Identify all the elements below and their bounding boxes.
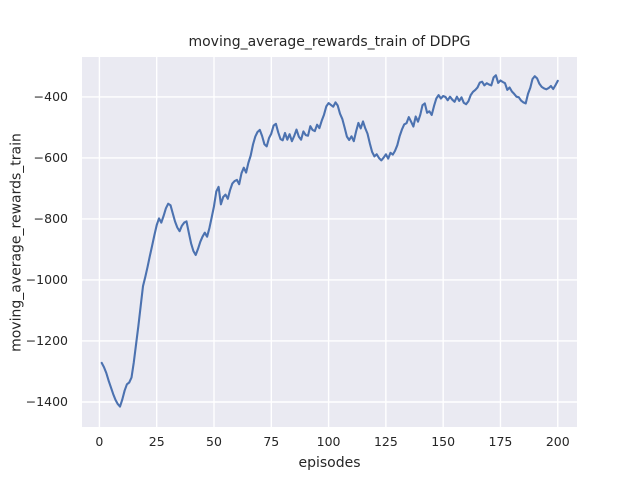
line-chart-svg [82,57,577,427]
x-tick-label: 100 [316,434,341,449]
y-tick-label: −1400 [25,393,68,409]
x-axis-label: episodes [298,455,361,471]
y-tick-label: −400 [33,88,68,104]
y-tick-label: −800 [33,210,68,226]
x-tick-label: 25 [148,434,165,449]
chart-title: moving_average_rewards_train of DDPG [188,34,471,50]
y-tick-label: −1200 [25,332,68,348]
x-tick-label: 200 [545,434,570,449]
x-tick-label: 75 [263,434,280,449]
series-line [100,74,559,408]
x-tick-label: 0 [95,434,104,449]
x-tick-label: 50 [206,434,222,449]
x-tick-label: 125 [373,434,398,449]
x-tick-label: 150 [431,434,456,449]
y-tick-label: −600 [33,149,68,165]
y-tick-label: −1000 [25,271,68,287]
x-tick-label: 175 [488,434,513,449]
plot-area [82,57,577,427]
